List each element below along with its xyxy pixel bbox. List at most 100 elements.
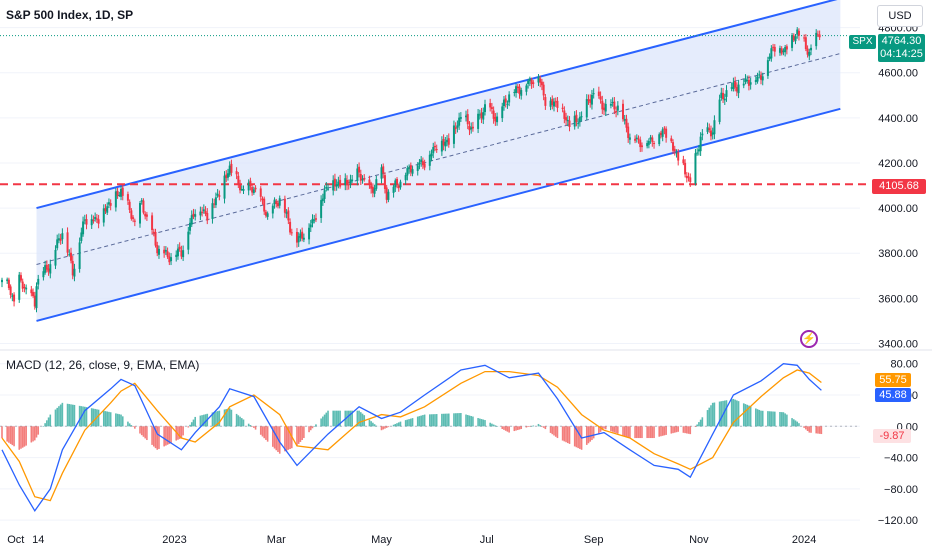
macd-histogram-bar bbox=[622, 426, 624, 436]
candle-body bbox=[218, 195, 221, 197]
candle-body bbox=[478, 114, 481, 116]
candle-body bbox=[506, 103, 509, 105]
macd-histogram-bar bbox=[708, 407, 711, 427]
currency-button[interactable]: USD bbox=[877, 5, 923, 27]
macd-histogram-bar bbox=[397, 422, 400, 427]
candle-body bbox=[411, 169, 414, 174]
macd-histogram-bar bbox=[805, 426, 807, 430]
candle-body bbox=[677, 152, 680, 161]
macd-tick-label: −120.00 bbox=[878, 515, 918, 527]
candle-body bbox=[428, 154, 431, 166]
candle-body bbox=[349, 179, 352, 185]
candle-body bbox=[603, 107, 606, 111]
time-tick-label: Jul bbox=[480, 534, 494, 546]
macd-histogram-bar bbox=[204, 414, 207, 427]
macd-histogram-bar bbox=[677, 426, 679, 432]
candle-body bbox=[140, 200, 143, 202]
candle-body bbox=[235, 171, 238, 175]
macd-histogram-bar bbox=[132, 426, 134, 427]
candle-body bbox=[45, 264, 48, 270]
candle-body bbox=[290, 232, 293, 234]
candle-body bbox=[406, 168, 409, 176]
macd-histogram-bar bbox=[636, 426, 638, 439]
candle-body bbox=[573, 115, 576, 127]
candle-body bbox=[468, 126, 471, 131]
macd-histogram-bar bbox=[477, 418, 479, 427]
macd-histogram-bar bbox=[767, 411, 769, 427]
macd-histogram-bar bbox=[815, 426, 817, 434]
macd-histogram-bar bbox=[92, 408, 95, 427]
time-tick-label: May bbox=[371, 534, 392, 546]
candle-body bbox=[120, 189, 123, 197]
candle-body bbox=[815, 32, 818, 47]
price-tick-label: 3800.00 bbox=[878, 248, 918, 260]
macd-histogram-bar bbox=[577, 426, 579, 449]
candle-body bbox=[528, 78, 531, 82]
candle-body bbox=[118, 194, 121, 196]
candle-body bbox=[295, 231, 298, 243]
macd-histogram-bar bbox=[423, 414, 426, 427]
candle-body bbox=[711, 132, 714, 135]
candle-body bbox=[661, 129, 664, 137]
candle-body bbox=[142, 200, 145, 213]
candle-body bbox=[556, 100, 559, 108]
macd-histogram-bar bbox=[460, 413, 462, 427]
macd-indicator-label[interactable]: MACD (12, 26, close, 9, EMA, EMA) bbox=[6, 358, 200, 372]
candle-body bbox=[706, 127, 709, 132]
candle-body bbox=[578, 116, 581, 122]
macd-histogram-bar bbox=[187, 426, 190, 428]
candle-body bbox=[9, 286, 12, 296]
macd-histogram-bar bbox=[730, 399, 733, 427]
candle-body bbox=[744, 78, 747, 82]
candle-body bbox=[37, 278, 40, 285]
candle-body bbox=[68, 254, 71, 256]
candle-body bbox=[494, 117, 497, 122]
candle-body bbox=[19, 275, 22, 281]
macd-histogram-bar bbox=[484, 420, 486, 427]
candle-body bbox=[302, 237, 305, 240]
candle-body bbox=[444, 141, 447, 147]
candle-body bbox=[737, 84, 740, 94]
candle-body bbox=[456, 125, 459, 128]
macd-histogram-bar bbox=[658, 426, 661, 437]
macd-histogram-bar bbox=[240, 418, 243, 427]
candle-body bbox=[640, 145, 643, 148]
flash-icon[interactable]: ⚡ bbox=[800, 330, 818, 348]
support-level-label: 4105.68 bbox=[872, 179, 926, 194]
candle-body bbox=[746, 80, 749, 82]
candle-body bbox=[701, 133, 704, 136]
macd-histogram-bar bbox=[275, 426, 278, 451]
candle-body bbox=[761, 76, 764, 81]
macd-histogram-bar bbox=[21, 426, 24, 448]
macd-histogram-bar bbox=[532, 425, 535, 427]
candle-body bbox=[61, 233, 64, 240]
candle-body bbox=[333, 178, 336, 187]
candle-body bbox=[394, 180, 397, 188]
candle-body bbox=[649, 137, 652, 140]
macd-histogram-bar bbox=[373, 424, 376, 427]
macd-histogram-bar bbox=[263, 426, 265, 439]
candle-body bbox=[42, 271, 45, 278]
candle-body bbox=[766, 60, 769, 76]
candle-body bbox=[259, 188, 262, 197]
candle-body bbox=[637, 138, 640, 140]
macd-histogram-bar bbox=[6, 426, 8, 442]
macd-histogram-bar bbox=[527, 426, 529, 428]
macd-tick-label: 80.00 bbox=[890, 359, 918, 371]
candle-body bbox=[696, 152, 699, 154]
candle-body bbox=[601, 100, 604, 110]
macd-histogram-bar bbox=[170, 426, 172, 444]
candle-body bbox=[277, 203, 279, 207]
candle-body bbox=[433, 145, 436, 148]
candle-body bbox=[166, 251, 169, 257]
macd-tick-label: −40.00 bbox=[884, 453, 918, 465]
candle-body bbox=[568, 120, 571, 128]
candle-body bbox=[335, 184, 338, 187]
macd-histogram-bar bbox=[266, 426, 269, 442]
candle-body bbox=[66, 232, 69, 253]
candle-body bbox=[723, 98, 726, 101]
candle-body bbox=[311, 218, 314, 224]
macd-histogram-bar bbox=[227, 408, 229, 427]
candle-body bbox=[25, 287, 28, 290]
